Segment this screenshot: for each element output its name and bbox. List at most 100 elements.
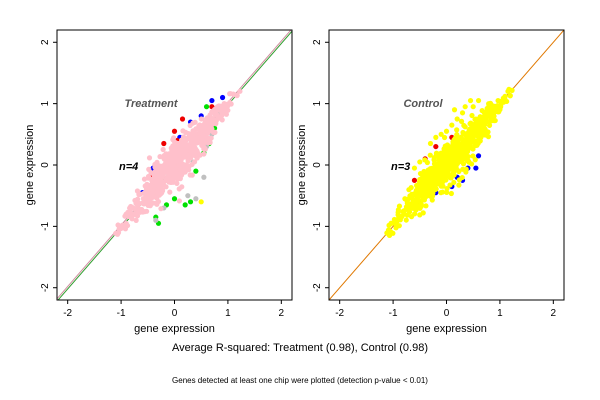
data-point [180, 134, 187, 140]
data-point [454, 127, 460, 133]
sample-count-label: n=4 [119, 161, 138, 173]
data-point [468, 161, 475, 167]
data-point [420, 210, 426, 216]
data-point [190, 128, 196, 134]
y-tick-label: -1 [40, 221, 51, 230]
data-point [444, 189, 450, 196]
data-point [144, 188, 150, 194]
data-point [451, 179, 457, 186]
data-point [214, 112, 220, 118]
x-tick-label: -2 [63, 308, 72, 319]
data-point [423, 203, 429, 209]
data-point [201, 151, 207, 157]
data-point [445, 144, 451, 150]
x-tick-label: 0 [444, 308, 450, 319]
data-point [158, 206, 164, 212]
data-point [140, 209, 146, 215]
y-tick-label: 1 [312, 100, 323, 106]
data-point [410, 202, 416, 208]
data-point [408, 214, 415, 220]
data-point [406, 187, 412, 193]
y-axis-label: gene expression [24, 125, 36, 206]
panel-title: Treatment [125, 98, 179, 110]
data-point [421, 189, 427, 195]
data-point [444, 185, 450, 192]
data-point [133, 212, 139, 218]
data-point [201, 127, 207, 133]
data-point [174, 176, 181, 182]
data-point [409, 195, 415, 202]
data-point [424, 183, 430, 190]
data-point [171, 128, 178, 134]
data-point [200, 132, 207, 138]
data-point [431, 161, 438, 167]
data-point [411, 165, 418, 171]
data-point [173, 168, 179, 175]
series-ffc0cb [113, 88, 243, 237]
x-tick-label: 1 [225, 308, 231, 319]
data-point [128, 206, 134, 212]
data-point [507, 93, 513, 99]
data-point [403, 217, 409, 223]
data-point [427, 152, 433, 158]
data-point [237, 88, 243, 94]
data-point [167, 189, 173, 195]
data-point [436, 170, 442, 176]
data-point [414, 196, 421, 202]
data-point [433, 134, 439, 140]
data-point [396, 203, 403, 209]
data-point [469, 112, 475, 119]
x-axis-label: gene expression [406, 323, 487, 335]
series-ffff00 [198, 199, 204, 205]
data-point [228, 101, 234, 107]
data-point [433, 182, 439, 188]
data-point [485, 111, 491, 117]
data-point [452, 151, 458, 157]
x-tick-label: 1 [497, 308, 503, 319]
data-point [198, 199, 204, 205]
data-point [468, 120, 474, 126]
data-point [411, 177, 418, 183]
y-tick-label: 0 [40, 162, 51, 168]
y-tick-label: -2 [40, 283, 51, 292]
y-tick-label: 1 [40, 100, 51, 106]
data-point [451, 168, 457, 175]
data-point [446, 152, 452, 158]
data-point [463, 166, 469, 172]
data-point [458, 118, 465, 124]
data-point [478, 125, 484, 131]
data-point [397, 217, 403, 223]
data-point [447, 182, 453, 188]
x-tick-label: -2 [335, 308, 344, 319]
data-point [153, 217, 159, 223]
data-point [189, 172, 195, 178]
data-point [157, 154, 163, 160]
data-point [169, 152, 175, 158]
data-point [485, 134, 492, 140]
x-tick-label: 2 [551, 308, 557, 319]
data-point [467, 143, 474, 149]
data-point [448, 190, 454, 197]
data-point [154, 179, 160, 185]
data-point [468, 125, 474, 132]
data-point [460, 155, 466, 162]
data-point [133, 217, 139, 223]
data-point [162, 161, 168, 167]
data-point [423, 193, 429, 200]
data-point [449, 122, 455, 128]
data-point [500, 95, 506, 101]
r-squared-summary: Average R-squared: Treatment (0.98), Con… [172, 342, 428, 354]
data-point [438, 190, 444, 196]
data-point [446, 163, 452, 169]
data-point [161, 140, 167, 147]
data-point [207, 112, 213, 118]
data-point [456, 135, 462, 141]
data-point [417, 159, 423, 165]
data-point [466, 139, 472, 145]
data-point [227, 91, 233, 97]
data-point [393, 225, 399, 231]
data-point [234, 92, 240, 98]
data-point [467, 132, 473, 138]
data-point [451, 156, 457, 163]
